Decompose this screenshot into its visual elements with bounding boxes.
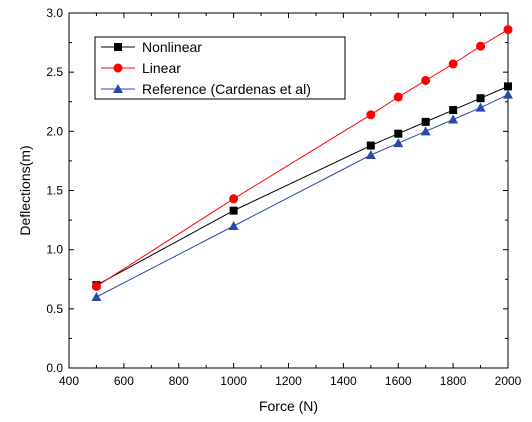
y-tick-label: 2.0 <box>46 124 63 138</box>
data-point-triangle <box>448 114 459 124</box>
data-point-circle <box>476 41 486 51</box>
x-tick-label: 1800 <box>440 374 467 388</box>
data-point-triangle <box>393 138 404 148</box>
data-point-square <box>504 82 512 91</box>
data-point-circle <box>91 281 101 291</box>
plot-area: 400 600 800 1000 1200 1400 1600 1800 2000 0.0 0.5 1… <box>46 6 521 388</box>
data-point-triangle <box>475 102 486 112</box>
x-tick-label: 600 <box>114 374 134 388</box>
series-line-circle <box>96 29 509 287</box>
y-tick-label: 2.5 <box>46 65 63 79</box>
series-line-triangle <box>96 94 509 298</box>
x-tick-label: 2000 <box>495 374 522 388</box>
data-point-triangle <box>503 89 513 99</box>
data-point-square <box>229 206 238 215</box>
x-tick-label: 1400 <box>330 374 357 388</box>
data-point-triangle <box>365 150 376 159</box>
data-point-triangle <box>420 126 431 136</box>
data-point-triangle <box>91 292 102 301</box>
x-tick-label: 1000 <box>220 374 247 388</box>
legend-marker-square <box>114 43 122 51</box>
data-point-circle <box>229 194 239 204</box>
legend-marker-circle <box>113 63 123 73</box>
x-tick-label: 1600 <box>385 374 412 388</box>
series-line-square <box>96 85 509 286</box>
y-tick-label: 1.5 <box>46 184 63 198</box>
data-point-circle <box>421 75 431 85</box>
y-tick-label: 1.0 <box>46 243 63 257</box>
y-axis-title: Deflections(m) <box>17 145 33 235</box>
legend-box <box>94 36 346 100</box>
x-tick-label: 800 <box>169 374 189 388</box>
legend-label: Nonlinear <box>142 39 202 55</box>
data-point-circle <box>448 59 458 69</box>
data-point-circle <box>503 25 513 35</box>
data-point-square <box>476 94 485 103</box>
data-point-square <box>421 117 430 126</box>
legend-marker-triangle <box>113 84 123 93</box>
data-point-square <box>366 141 375 150</box>
data-point-circle <box>393 92 403 102</box>
legend-label: Reference (Cardenas et al) <box>142 81 311 97</box>
y-tick-label: 0.0 <box>46 361 63 375</box>
y-tick-label: 0.5 <box>46 302 63 316</box>
data-point-circle <box>366 110 376 120</box>
x-tick-label: 400 <box>59 374 79 388</box>
data-point-square <box>394 129 403 138</box>
y-tick-label: 3.0 <box>46 6 63 20</box>
x-axis-title: Force (N) <box>259 398 318 414</box>
data-point-square <box>449 106 458 115</box>
legend-label: Linear <box>142 60 181 76</box>
x-tick-label: 1200 <box>275 374 302 388</box>
data-point-triangle <box>228 221 239 230</box>
